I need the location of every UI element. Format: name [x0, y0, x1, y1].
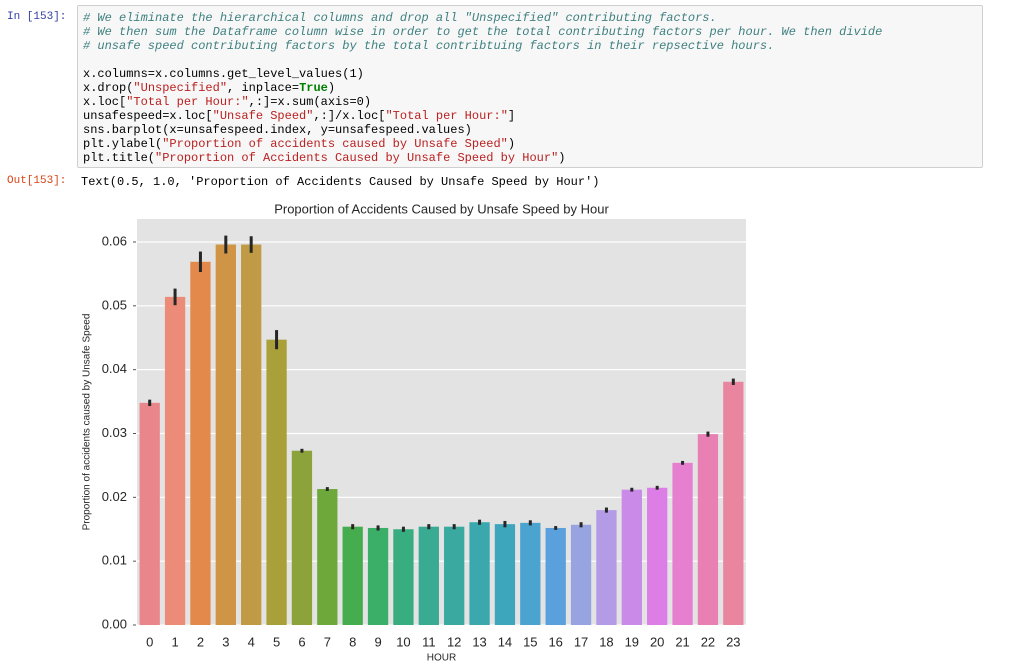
bar	[570, 524, 592, 625]
bar	[291, 450, 313, 625]
x-tick-label: 10	[396, 634, 410, 649]
code-token: True	[299, 81, 328, 95]
x-tick-label: 3	[222, 634, 229, 649]
bar	[317, 489, 338, 625]
code-token: )	[507, 137, 516, 151]
x-tick-label: 23	[726, 634, 740, 649]
code-token: "Proportion of Accidents Caused by Unsaf…	[155, 151, 559, 165]
code-token: "Unsafe Speed"	[212, 109, 314, 123]
code-line: plt.title("Proportion of Accidents Cause…	[83, 151, 982, 165]
bar	[164, 296, 186, 625]
code-token: plt.title(	[83, 151, 156, 165]
code-token: ,:]=x.sum(axis=0)	[248, 95, 372, 109]
x-tick-label: 13	[472, 634, 486, 649]
code-line: plt.ylabel("Proportion of accidents caus…	[83, 137, 982, 151]
code-line: unsafespeed=x.loc["Unsafe Speed",:]/x.lo…	[83, 109, 982, 123]
code-token: "Proportion of accidents caused by Unsaf…	[162, 137, 508, 151]
input-prompt: In [153]:	[7, 11, 67, 23]
bar	[418, 526, 439, 625]
code-line: x.columns=x.columns.get_level_values(1)	[83, 67, 982, 81]
x-tick-label: 22	[701, 634, 715, 649]
bar	[647, 487, 668, 625]
code-line: x.drop("Unspecified", inplace=True)	[83, 81, 982, 95]
x-tick-label: 6	[298, 634, 305, 649]
code-token: unsafespeed=x.loc[	[83, 109, 213, 123]
code-comment: # We eliminate the hierarchical columns …	[83, 11, 717, 25]
x-tick-label: 20	[650, 634, 664, 649]
code-token: ,:]/x.loc[	[313, 109, 386, 123]
x-tick-label: 12	[447, 634, 461, 649]
x-tick-label: 17	[574, 634, 588, 649]
bar	[241, 244, 262, 625]
code-token: "Total per Hour:"	[126, 95, 249, 109]
code-token: )	[327, 81, 336, 95]
code-token: ]	[507, 109, 516, 123]
x-tick-label: 15	[523, 634, 537, 649]
code-cell[interactable]: # We eliminate the hierarchical columns …	[77, 5, 983, 168]
x-tick-label: 5	[273, 634, 280, 649]
code-token: x.drop(	[83, 81, 134, 95]
y-tick-label: 0.01	[102, 553, 127, 568]
x-tick-label: 11	[422, 634, 436, 649]
bar	[672, 462, 693, 625]
blank-line	[83, 53, 982, 67]
code-token: "Total per Hour:"	[385, 109, 508, 123]
bar	[393, 529, 414, 625]
code-token: x.columns=x.columns.get_level_values(1)	[83, 67, 364, 81]
y-axis-label: Proportion of accidents caused by Unsafe…	[82, 314, 93, 531]
bar	[545, 527, 566, 625]
bar	[520, 522, 541, 625]
x-tick-label: 1	[171, 634, 178, 649]
code-token: "Unspecified"	[133, 81, 228, 95]
bar	[723, 381, 744, 625]
y-tick-label: 0.04	[102, 361, 127, 376]
bar	[342, 526, 363, 625]
x-tick-label: 18	[599, 634, 613, 649]
x-tick-label: 8	[349, 634, 356, 649]
code-line: x.loc["Total per Hour:",:]=x.sum(axis=0)	[83, 95, 982, 109]
plot-area	[137, 219, 746, 625]
bar	[596, 510, 617, 625]
bar	[494, 524, 516, 625]
bar	[367, 527, 389, 625]
x-tick-label: 7	[324, 634, 331, 649]
y-tick-label: 0.00	[102, 616, 127, 631]
y-tick-label: 0.03	[102, 425, 127, 440]
x-tick-label: 9	[374, 634, 381, 649]
y-tick-label: 0.02	[102, 489, 127, 504]
bar	[139, 402, 160, 625]
bar	[697, 434, 719, 625]
code-token: sns.barplot(x=unsafespeed.index, y=unsaf…	[83, 123, 472, 137]
bar	[444, 526, 465, 625]
y-tick-label: 0.06	[102, 233, 127, 248]
code-token: , inplace=	[227, 81, 300, 95]
chart: Proportion of Accidents Caused by Unsafe…	[82, 201, 746, 664]
code-comment: # unsafe speed contributing factors by t…	[83, 39, 775, 53]
bar	[621, 489, 642, 625]
code-comment: # We then sum the Dataframe column wise …	[83, 25, 883, 39]
bar	[469, 522, 490, 625]
x-tick-label: 19	[625, 634, 639, 649]
x-axis-label: HOUR	[427, 653, 456, 664]
output-text: Text(0.5, 1.0, 'Proportion of Accidents …	[81, 175, 600, 189]
code-token: plt.ylabel(	[83, 137, 163, 151]
code-token: x.loc[	[83, 95, 127, 109]
x-tick-label: 4	[248, 634, 255, 649]
code-token: )	[558, 151, 566, 165]
x-tick-label: 0	[146, 634, 153, 649]
y-tick-label: 0.05	[102, 297, 127, 312]
x-tick-label: 2	[197, 634, 204, 649]
x-tick-label: 16	[548, 634, 562, 649]
x-tick-label: 14	[498, 634, 512, 649]
bar	[190, 261, 211, 625]
code-line: sns.barplot(x=unsafespeed.index, y=unsaf…	[83, 123, 982, 137]
bar	[215, 244, 236, 625]
chart-title: Proportion of Accidents Caused by Unsafe…	[274, 201, 609, 216]
x-tick-label: 21	[675, 634, 689, 649]
bar	[266, 339, 287, 625]
output-prompt: Out[153]:	[7, 175, 67, 187]
